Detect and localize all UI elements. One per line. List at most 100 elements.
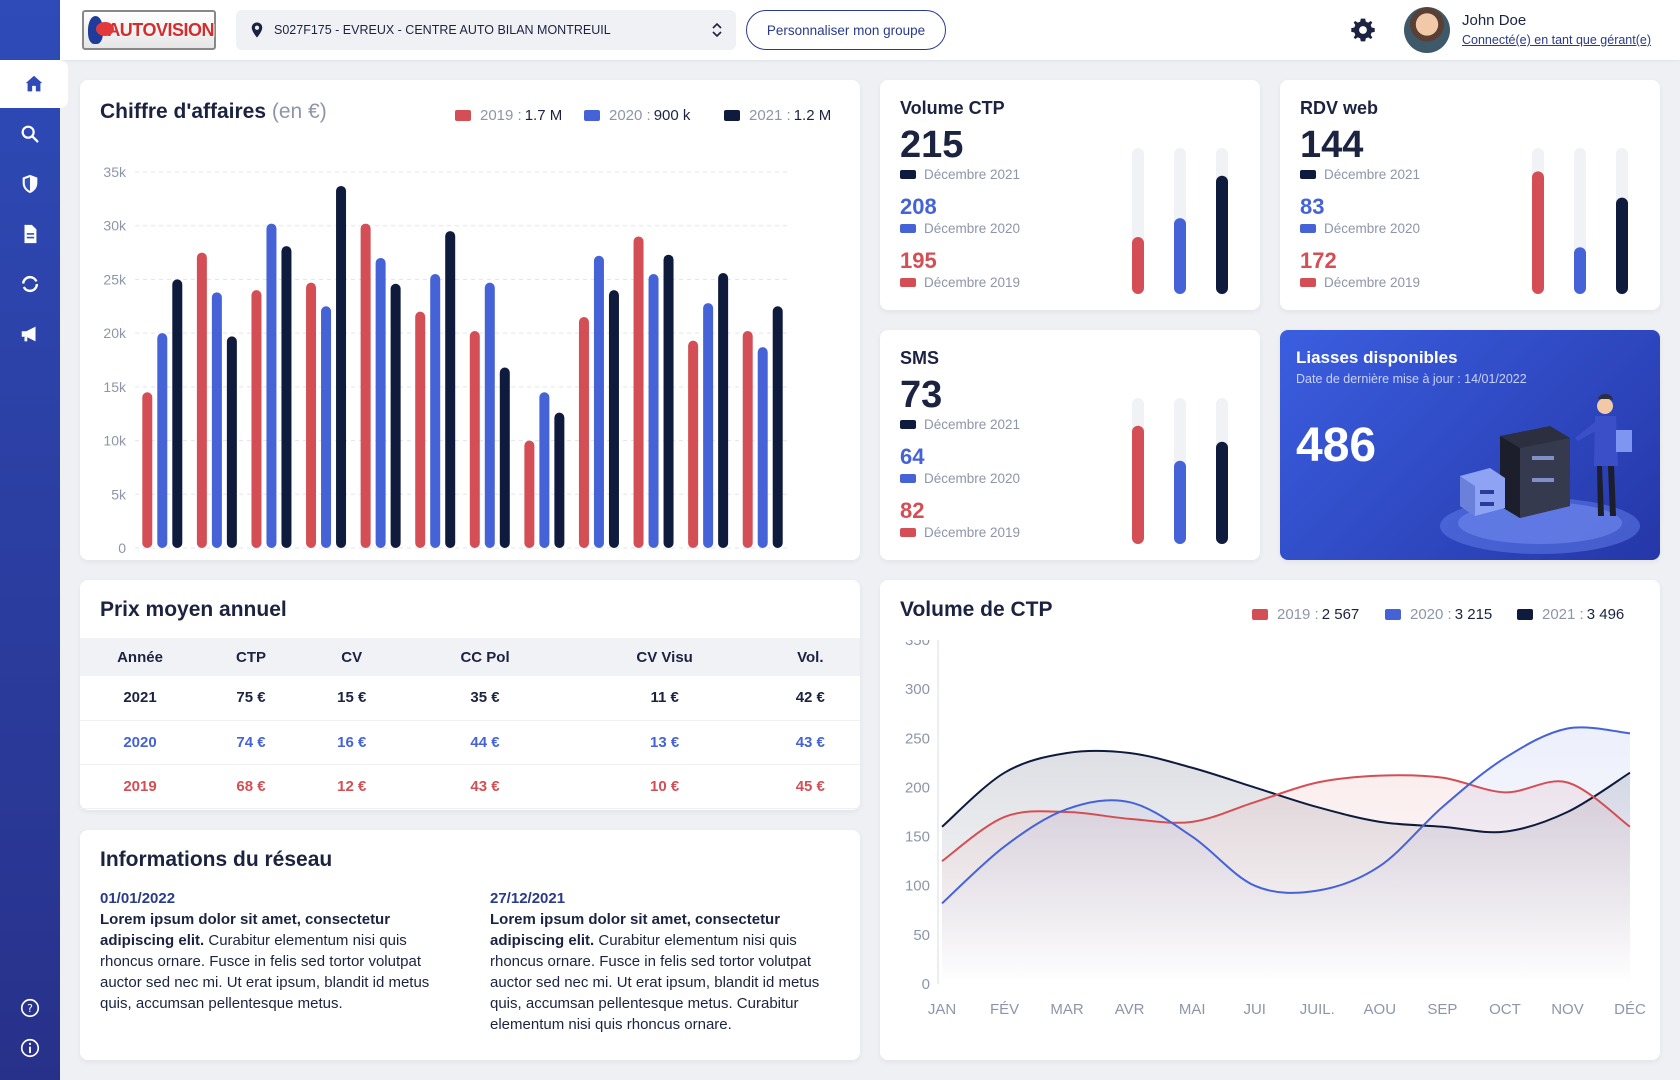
table-row: 2019 68 € 12 € 43 € 10 € 45 € — [80, 764, 860, 809]
revenue-title-text: Chiffre d'affaires — [100, 100, 267, 123]
sidebar: ? — [0, 0, 68, 1080]
news-text: Curabitur elementum nisi quis rhoncus or… — [100, 932, 430, 1012]
bar — [1132, 425, 1144, 544]
shield-icon — [22, 174, 38, 194]
news-lead: Lorem ipsum dolor sit amet, consectetur … — [100, 911, 391, 949]
bar — [196, 252, 207, 549]
kpi-main-value: 73 — [900, 374, 943, 416]
kpi-main-value: 215 — [900, 124, 964, 166]
legend-year: 2019 — [480, 107, 514, 124]
nav-info[interactable] — [0, 1024, 60, 1072]
column-header: CV — [302, 638, 402, 676]
bar — [1174, 218, 1186, 294]
nav-help[interactable]: ? — [0, 984, 60, 1032]
refresh-icon — [21, 275, 39, 293]
y-tick-label: 300 — [905, 681, 930, 698]
legend-swatch — [1385, 609, 1401, 620]
bar — [321, 306, 332, 548]
x-tick-label: JUIL. — [1300, 1001, 1335, 1018]
legend-swatch — [455, 110, 471, 121]
series-area — [942, 727, 1630, 984]
kpi-rdv-card: RDV web 144 Décembre 2021 83 Décembre 20… — [1280, 80, 1660, 310]
x-tick-label: OCT — [1489, 1001, 1521, 1018]
customize-group-button[interactable]: Personnaliser mon groupe — [746, 10, 946, 50]
bar — [772, 306, 783, 548]
site-selector-value: S027F175 - EVREUX - CENTRE AUTO BILAN MO… — [274, 23, 611, 37]
bar — [1216, 441, 1228, 544]
site-selector[interactable]: S027F175 - EVREUX - CENTRE AUTO BILAN MO… — [236, 10, 736, 50]
bar — [524, 440, 535, 548]
liasses-subtitle: Date de dernière mise à jour : 14/01/202… — [1296, 372, 1527, 386]
liasses-card[interactable]: Liasses disponibles Date de dernière mis… — [1280, 330, 1660, 560]
volume-area-chart: 0 50 100 150 200 250 300 350 JAN FÉV MAR AVR MAI JUI J… — [905, 640, 1646, 1018]
table-cell: 43 € — [760, 720, 860, 765]
bar — [757, 347, 768, 548]
help-icon: ? — [20, 998, 40, 1018]
gear-icon[interactable] — [1350, 17, 1376, 43]
legend-year: 2021 — [1542, 606, 1576, 623]
bar — [375, 257, 386, 548]
x-tick-label: JUI — [1243, 1001, 1266, 1018]
series-line — [941, 726, 1631, 905]
table-cell: 42 € — [760, 676, 860, 721]
user-role-link[interactable]: Connecté(e) en tant que gérant(e) — [1462, 33, 1652, 47]
nav-documents[interactable] — [0, 210, 60, 258]
news-body: Lorem ipsum dolor sit amet, consectetur … — [490, 909, 840, 1035]
bar — [499, 367, 510, 548]
bar — [1532, 171, 1544, 294]
revenue-card: Chiffre d'affaires (en €) 2019 :1.7 M 20… — [80, 80, 860, 560]
news-title: Informations du réseau — [100, 848, 333, 871]
chevron-updown-icon — [712, 22, 722, 38]
kpi-mini-bars — [1132, 148, 1228, 294]
nav-search[interactable] — [0, 110, 60, 158]
bar — [742, 330, 753, 548]
kpi-value-2019: 172 — [1300, 248, 1337, 273]
bar — [608, 290, 619, 548]
volume-legend-2021: 2021 :3 496 — [1517, 606, 1624, 623]
bar — [688, 340, 699, 548]
x-tick-label: NOV — [1551, 1001, 1584, 1018]
kpi-period-2020: Décembre 2020 — [1300, 221, 1420, 236]
kpi-period-2019: Décembre 2019 — [1300, 275, 1420, 290]
nav-campaigns[interactable] — [0, 310, 60, 358]
volume-legend-2019: 2019 :2 567 — [1252, 606, 1359, 623]
autovision-logo[interactable]: AUTOVISION — [82, 10, 216, 50]
nav-shield[interactable] — [0, 160, 60, 208]
kpi-period-2021: Décembre 2021 — [900, 417, 1020, 432]
y-tick-label: 20k — [103, 325, 127, 341]
news-lead: Lorem ipsum dolor sit amet, consectetur … — [490, 911, 781, 949]
volume-ctp-title: Volume de CTP — [900, 598, 1053, 621]
kpi-period-2020: Décembre 2020 — [900, 471, 1020, 486]
network-news-card: Informations du réseau 01/01/2022 Lorem … — [80, 830, 860, 1060]
nav-refresh[interactable] — [0, 260, 60, 308]
bar — [578, 317, 589, 548]
x-tick-label: FÉV — [990, 1001, 1019, 1018]
column-header: Année — [80, 638, 200, 676]
news-date: 27/12/2021 — [490, 890, 566, 907]
bar — [1216, 175, 1228, 294]
user-avatar[interactable] — [1404, 7, 1450, 53]
x-tick-label: AVR — [1115, 1001, 1145, 1018]
price-table-card: Prix moyen annuel Année CTP CV CC Pol CV… — [80, 580, 860, 810]
nav-home[interactable] — [0, 60, 68, 108]
liasses-title: Liasses disponibles — [1296, 348, 1458, 367]
kpi-value-2020: 208 — [900, 194, 937, 219]
table-cell: 13 € — [568, 720, 761, 765]
legend-total: 3 496 — [1586, 606, 1625, 623]
table-cell: 74 € — [200, 720, 303, 765]
kpi-mini-bars — [1132, 398, 1228, 544]
bar — [266, 223, 277, 548]
table-cell: 44 € — [401, 720, 569, 765]
kpi-value-2020: 83 — [1300, 194, 1325, 219]
legend-swatch — [1517, 609, 1533, 620]
kpi-mini-bars — [1532, 148, 1628, 294]
legend-year: 2020 — [1410, 606, 1444, 623]
bar — [430, 274, 441, 548]
x-tick-label: DÉC — [1614, 1001, 1646, 1018]
bar — [593, 255, 604, 548]
table-cell: 35 € — [401, 676, 569, 721]
table-row: 2021 75 € 15 € 35 € 11 € 42 € — [80, 676, 860, 721]
search-icon — [21, 125, 39, 143]
legend-total: 1.7 M — [524, 107, 563, 124]
logo-text: AUTOVISION — [107, 19, 214, 40]
